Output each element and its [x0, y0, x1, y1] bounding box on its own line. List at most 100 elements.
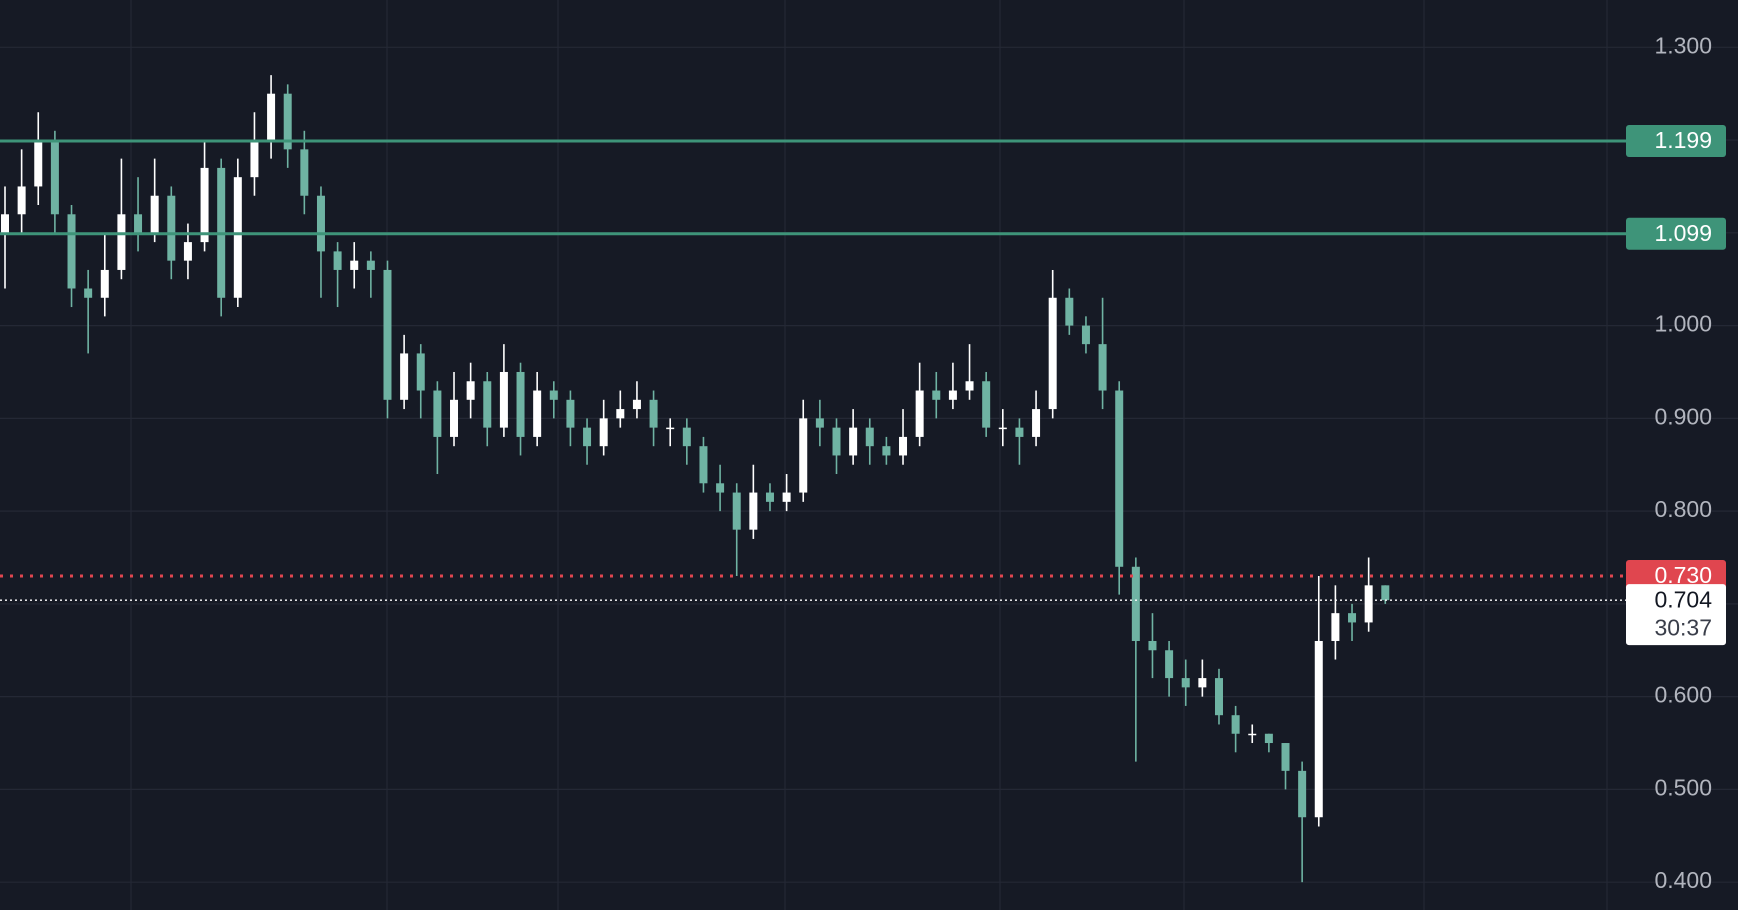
candle-body — [233, 177, 242, 298]
candle-body — [1131, 566, 1140, 641]
y-tick-label: 1.300 — [1654, 32, 1712, 58]
candle-body — [100, 269, 109, 298]
y-tick-label: 0.900 — [1654, 403, 1712, 429]
candle-body — [316, 195, 325, 252]
candle-body — [499, 371, 508, 428]
candle-body — [1264, 733, 1273, 744]
y-tick-label: 0.500 — [1654, 774, 1712, 800]
candle-body — [1281, 743, 1290, 771]
price-line-label-box — [1626, 217, 1726, 250]
candle-body — [749, 492, 758, 530]
candle-body — [1198, 678, 1207, 688]
candle-body — [333, 251, 342, 270]
candle-body — [1148, 640, 1157, 651]
y-tick-label: 0.400 — [1654, 867, 1712, 893]
candle-body — [17, 186, 26, 215]
candle-body — [599, 418, 608, 447]
candle-body — [383, 269, 392, 400]
candle-body — [666, 427, 675, 430]
candle-body — [400, 353, 409, 400]
candle-body — [932, 390, 941, 400]
last-price-box — [1626, 584, 1726, 646]
candle-body — [1181, 678, 1190, 688]
candle-body — [865, 427, 874, 447]
candle-body — [200, 167, 209, 243]
candle-body — [732, 492, 741, 530]
candle-body — [583, 427, 592, 447]
candle-body — [1314, 640, 1323, 818]
y-tick-label: 0.800 — [1654, 496, 1712, 522]
price-line-label: 0.730 — [1654, 562, 1712, 588]
candle-body — [682, 427, 691, 447]
candle-body — [84, 288, 93, 298]
candle-body — [832, 427, 841, 456]
candle-body — [566, 399, 575, 428]
candle-body — [699, 446, 708, 484]
candle-body — [1098, 344, 1107, 391]
candle-body — [483, 381, 492, 428]
candle-body — [34, 140, 43, 187]
candle-body — [1115, 390, 1124, 567]
candle-body — [948, 390, 957, 400]
candle-body — [1231, 715, 1240, 734]
candle-body — [716, 483, 725, 493]
candle-body — [1081, 325, 1090, 345]
candle-body — [450, 399, 459, 437]
candle-body — [1364, 585, 1373, 623]
candle-body — [350, 260, 359, 270]
candle-body — [1032, 409, 1041, 437]
candle-body — [765, 492, 774, 502]
candle-body — [815, 418, 824, 428]
y-tick-label: 1.000 — [1654, 311, 1712, 337]
candle-body — [1165, 650, 1174, 679]
candle-body — [50, 140, 59, 215]
candle-body — [1298, 770, 1307, 818]
candle-body — [1065, 297, 1074, 326]
candle-body — [549, 390, 558, 400]
candle-body — [1348, 613, 1357, 623]
price-line-label: 1.199 — [1654, 127, 1712, 153]
candle-body — [782, 492, 791, 502]
candle-body — [1248, 733, 1257, 736]
vertical-grid — [130, 0, 1608, 910]
candle-body — [150, 195, 159, 233]
candle-body — [466, 381, 475, 400]
candle-body — [183, 242, 192, 261]
candle-body — [965, 381, 974, 391]
candle-body — [267, 93, 276, 141]
candle-body — [1, 214, 9, 233]
candle-body — [899, 436, 908, 456]
candle-body — [616, 409, 625, 419]
candle-body — [67, 214, 76, 289]
candle-body — [649, 399, 658, 428]
candle-body — [1214, 678, 1223, 716]
candle-body — [998, 427, 1007, 430]
candle-body — [134, 214, 143, 233]
candle-body — [416, 353, 425, 391]
candle-body — [300, 149, 309, 196]
candle-body — [799, 418, 808, 493]
candle-body — [1331, 613, 1340, 641]
countdown-label: 30:37 — [1654, 614, 1712, 640]
candle-body — [882, 446, 891, 456]
candle-body — [433, 390, 442, 437]
candle-body — [366, 260, 375, 270]
candle-body — [982, 381, 991, 428]
price-line-label-box — [1626, 560, 1726, 593]
candle-body — [516, 371, 525, 437]
candle-body — [250, 140, 259, 178]
candle-body — [1048, 297, 1057, 410]
candle-body — [632, 399, 641, 410]
y-tick-label: 0.600 — [1654, 682, 1712, 708]
candle-body — [915, 390, 924, 437]
candle-body — [533, 390, 542, 437]
candle-body — [1381, 585, 1390, 601]
candle-body — [117, 214, 126, 270]
candle-body — [849, 427, 858, 456]
candle-body — [1015, 427, 1024, 437]
candle-body — [283, 93, 292, 150]
price-line-label-box — [1626, 124, 1726, 157]
candle-body — [167, 195, 176, 261]
last-price-label: 0.704 — [1654, 586, 1712, 612]
